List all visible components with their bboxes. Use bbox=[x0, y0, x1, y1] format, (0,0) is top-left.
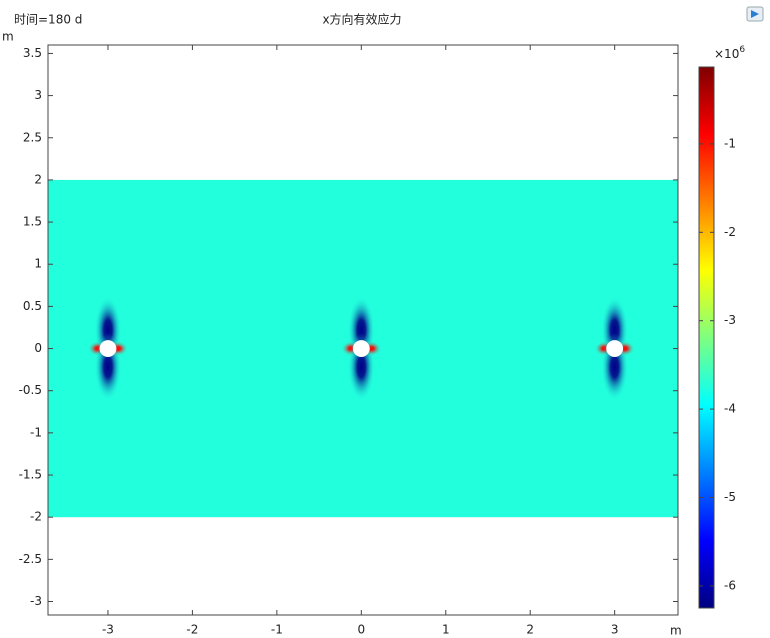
colorbar-label: ×106 bbox=[714, 45, 745, 61]
y-tick-label: 1.5 bbox=[23, 215, 42, 229]
colorbar-exponent: 6 bbox=[739, 45, 745, 55]
y-tick-label: 2 bbox=[34, 172, 42, 186]
y-tick-label: 0 bbox=[34, 341, 42, 355]
x-tick-label: 3 bbox=[611, 623, 619, 637]
hole bbox=[99, 340, 117, 357]
toolbar-icon[interactable] bbox=[746, 6, 764, 22]
x-tick-label: -1 bbox=[271, 623, 283, 637]
y-tick-label: -2 bbox=[30, 510, 42, 524]
y-tick-label: -1.5 bbox=[19, 468, 42, 482]
hole bbox=[606, 340, 624, 357]
icon-glyph[interactable] bbox=[751, 10, 759, 18]
colorbar-tick-label: -1 bbox=[724, 136, 736, 150]
y-tick-label: -2.5 bbox=[19, 552, 42, 566]
y-tick-label: -3 bbox=[30, 594, 42, 608]
x-tick-label: 0 bbox=[357, 623, 365, 637]
x-tick-label: -3 bbox=[102, 623, 114, 637]
colorbar-tick-label: -5 bbox=[724, 490, 736, 504]
chart-title: x方向有效应力 bbox=[322, 12, 401, 27]
x-tick-label: 2 bbox=[526, 623, 534, 637]
colorbar bbox=[698, 66, 715, 609]
y-tick-label: 2.5 bbox=[23, 130, 42, 144]
y-axis-unit: m bbox=[2, 30, 14, 44]
x-axis-unit: m bbox=[670, 624, 682, 638]
plot-area bbox=[48, 179, 678, 518]
colorbar-tick-label: -4 bbox=[724, 402, 736, 416]
colorbar-base: ×10 bbox=[714, 47, 739, 61]
y-tick-label: 3 bbox=[34, 88, 42, 102]
colorbar-tick-label: -6 bbox=[724, 578, 736, 592]
subtitle: 时间=180 d bbox=[14, 13, 82, 27]
y-tick-label: -1 bbox=[30, 425, 42, 439]
plot-frame bbox=[47, 44, 679, 616]
colorbar-tick-label: -2 bbox=[724, 225, 736, 239]
x-tick-label: -2 bbox=[186, 623, 198, 637]
y-tick-label: 3.5 bbox=[23, 46, 42, 60]
y-tick-label: 1 bbox=[34, 257, 42, 271]
y-tick-label: 0.5 bbox=[23, 299, 42, 313]
x-tick-label: 1 bbox=[442, 623, 450, 637]
colorbar-tick-label: -3 bbox=[724, 313, 736, 327]
hole bbox=[352, 340, 370, 357]
y-tick-label: -0.5 bbox=[19, 383, 42, 397]
